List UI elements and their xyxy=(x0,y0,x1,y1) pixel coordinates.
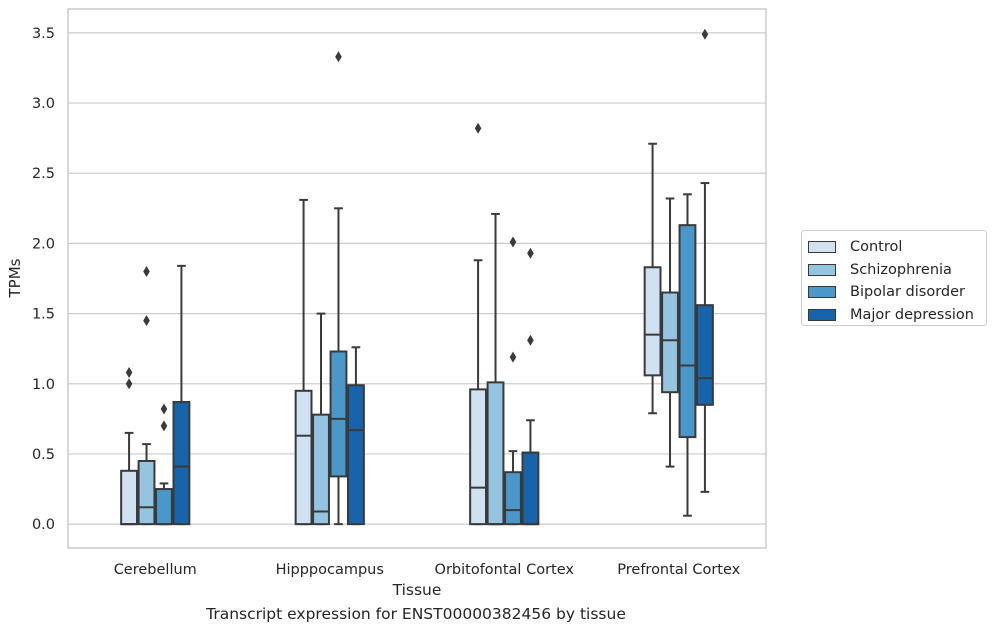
box-3 xyxy=(696,28,714,493)
box-0 xyxy=(155,403,173,526)
x-tick-label: Cerebellum xyxy=(114,562,197,578)
outlier-point xyxy=(125,367,133,379)
box-2 xyxy=(469,122,487,526)
outlier-point xyxy=(160,420,168,432)
y-tick-label: 3.0 xyxy=(32,96,55,112)
outlier-point xyxy=(527,334,534,346)
box-0 xyxy=(172,264,191,526)
box-body xyxy=(504,471,522,526)
box-1 xyxy=(312,312,330,526)
legend-label-major-depression: Major depression xyxy=(850,306,974,323)
box-body xyxy=(137,459,156,526)
box-body xyxy=(347,384,365,526)
series-schizophrenia xyxy=(137,197,679,526)
box-0 xyxy=(120,367,139,526)
box-body xyxy=(661,291,679,394)
box-1 xyxy=(347,346,365,526)
y-axis-label: TPMs xyxy=(6,258,24,298)
box-body xyxy=(120,469,139,526)
series-control xyxy=(120,122,662,526)
x-tick-label: Orbitofontal Cortex xyxy=(435,562,575,578)
box-2 xyxy=(521,247,540,526)
box-body xyxy=(521,451,540,526)
x-tick-label: Hipppocampus xyxy=(276,562,384,578)
legend-label-bipolar-disorder: Bipolar disorder xyxy=(850,284,965,301)
outlier-point xyxy=(701,28,709,40)
box-1 xyxy=(329,51,348,526)
box-3 xyxy=(643,142,662,415)
outlier-point xyxy=(125,378,133,390)
box-2 xyxy=(504,236,522,526)
y-tick-label: 1.5 xyxy=(32,307,55,323)
series-major-depression xyxy=(172,28,714,526)
y-tick-label: 0.5 xyxy=(32,447,55,463)
legend-item-schizophrenia: Schizophrenia xyxy=(808,259,986,282)
outlier-point xyxy=(143,315,150,327)
legend-swatch-major-depression xyxy=(808,308,836,321)
y-tick-label: 1.0 xyxy=(32,377,55,393)
box-body xyxy=(469,388,487,526)
box-body xyxy=(155,488,173,526)
legend-label-control: Control xyxy=(850,239,903,256)
box-body xyxy=(312,413,330,526)
legend-label-schizophrenia: Schizophrenia xyxy=(850,261,952,278)
x-tick-label: Prefrontal Cortex xyxy=(617,562,740,578)
box-body xyxy=(329,350,348,478)
box-body xyxy=(696,304,714,406)
chart-caption: Transcript expression for ENST0000038245… xyxy=(206,605,626,623)
x-tick-labels: Cerebellum Hipppocampus Orbitofontal Corte… xyxy=(114,562,741,578)
y-tick-label: 2.5 xyxy=(32,166,55,182)
series-bipolar-disorder xyxy=(155,51,697,526)
x-axis-label: Tissue xyxy=(392,581,442,599)
box-series xyxy=(120,28,714,526)
box-body xyxy=(486,381,505,526)
box-1 xyxy=(294,198,313,526)
chart-legend: Control Schizophrenia Bipolar disorder M… xyxy=(801,230,987,326)
box-0 xyxy=(137,265,156,526)
outlier-point xyxy=(474,122,482,134)
outlier-point xyxy=(527,247,534,259)
box-3 xyxy=(678,193,697,517)
legend-item-major-depression: Major depression xyxy=(808,304,986,327)
plot-frame xyxy=(67,8,767,549)
box-2 xyxy=(486,212,505,526)
y-tick-label: 2.0 xyxy=(32,236,55,252)
outlier-point xyxy=(509,236,517,248)
box-body xyxy=(294,389,313,526)
outlier-point xyxy=(509,351,517,363)
box-body xyxy=(643,266,662,377)
legend-swatch-bipolar-disorder xyxy=(808,286,836,299)
box-body xyxy=(172,401,191,526)
box-body xyxy=(678,224,697,439)
legend-item-bipolar-disorder: Bipolar disorder xyxy=(808,281,986,304)
y-tick-label: 0.0 xyxy=(32,517,55,533)
outlier-point xyxy=(143,265,150,277)
legend-item-control: Control xyxy=(808,236,986,259)
y-tick-labels: 0.0 0.5 1.0 1.5 2.0 2.5 3.0 3.5 xyxy=(32,26,55,533)
y-tick-label: 3.5 xyxy=(32,26,55,42)
legend-swatch-schizophrenia xyxy=(808,263,836,276)
outlier-point xyxy=(335,51,342,63)
outlier-point xyxy=(160,403,168,415)
box-3 xyxy=(661,197,679,468)
legend-swatch-control xyxy=(808,241,836,254)
